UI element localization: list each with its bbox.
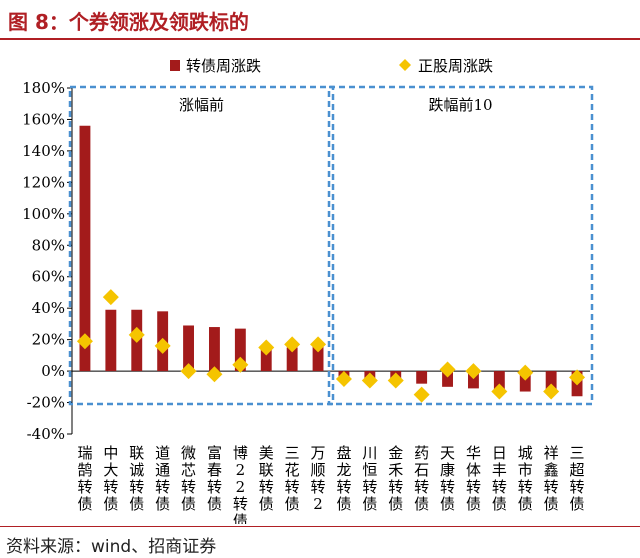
- legend-bar-swatch: [170, 60, 180, 71]
- x-tick-label: 盘龙转债: [336, 444, 351, 513]
- diamond-point: [154, 337, 171, 354]
- x-tick-label: 富春转债: [207, 444, 222, 513]
- group-frame-1: [327, 85, 594, 406]
- bar: [468, 371, 479, 389]
- bar-series: [79, 125, 583, 397]
- x-tick-label: 城市转债: [518, 444, 533, 513]
- x-tick-label: 三超转债: [570, 444, 585, 513]
- source-rule: [0, 526, 640, 527]
- bar: [183, 325, 194, 372]
- y-tick-label: 100%: [22, 205, 65, 223]
- legend-diamond-swatch: [399, 59, 411, 71]
- x-tick-label: 日丰转债: [492, 444, 507, 513]
- bar-chart: -40% -20% 0% 20% 40% 60% 80% 100% 120% 140% 160% 18…: [22, 57, 594, 524]
- y-tick-label: 160%: [22, 110, 65, 128]
- legend: 转债周涨跌 正股周涨跌: [170, 57, 493, 75]
- diamond-point: [232, 356, 249, 373]
- bar: [286, 347, 298, 372]
- diamond-series: [76, 289, 586, 403]
- x-tick-label: 天康转债: [440, 444, 455, 513]
- x-tick-label: 药石转债: [414, 444, 429, 513]
- y-tick-label: 180%: [22, 79, 65, 97]
- bar: [545, 371, 557, 390]
- x-tick-label: 美联转债: [259, 444, 274, 513]
- y-tick-label: 20%: [32, 331, 65, 349]
- group-label-0: 涨幅前: [179, 96, 224, 114]
- title-rule: [0, 38, 640, 40]
- diamond-point: [413, 386, 430, 403]
- y-tick-label: 80%: [32, 236, 65, 254]
- diamond-point: [569, 369, 586, 386]
- diamond-point: [102, 289, 119, 306]
- diamond-point: [491, 383, 508, 400]
- source-note: 资料来源：wind、招商证券: [6, 537, 217, 557]
- group-frame-0: [68, 85, 335, 406]
- diamond-point: [517, 364, 534, 381]
- group-frames: 涨幅前 跌幅前10: [68, 85, 594, 406]
- diamond-point: [258, 339, 275, 356]
- legend-label-bar: 转债周涨跌: [186, 57, 261, 75]
- bar: [105, 309, 117, 372]
- bar: [416, 371, 428, 384]
- diamond-point: [387, 372, 404, 389]
- x-tick-label: 博 2 2 转债: [233, 444, 248, 524]
- diamond-point: [335, 370, 352, 387]
- x-tick-label: 金禾转债: [388, 444, 403, 513]
- diamond-point: [439, 361, 456, 378]
- diamond-point: [543, 383, 560, 400]
- y-tick-label: 40%: [32, 299, 65, 317]
- x-tick-label: 祥鑫转债: [544, 444, 559, 513]
- x-tick-label: 万顺转 2: [311, 444, 326, 513]
- axes: -40% -20% 0% 20% 40% 60% 80% 100% 120% 140% 160% 18…: [22, 79, 590, 443]
- bar: [260, 345, 272, 372]
- diamond-point: [180, 363, 197, 380]
- bar: [442, 371, 453, 387]
- diamond-point: [128, 326, 145, 343]
- diamond-point: [284, 336, 301, 353]
- bar: [493, 371, 505, 392]
- diamond-point: [206, 366, 223, 383]
- y-tick-label: 0%: [41, 362, 65, 380]
- x-tick-label: 联诚转债: [129, 444, 144, 513]
- bar: [234, 328, 246, 372]
- x-tick-label: 微芯转债: [181, 444, 196, 513]
- y-tick-label: 140%: [22, 142, 65, 160]
- bar: [519, 371, 531, 392]
- y-tick-label: 120%: [22, 173, 65, 191]
- x-tick-label: 华体转债: [466, 444, 481, 513]
- y-tick-label: 60%: [32, 268, 65, 286]
- diamond-point: [361, 372, 378, 389]
- figure-title: 图 8：个券领涨及领跌标的: [8, 10, 249, 34]
- y-tick-label: -20%: [27, 394, 65, 412]
- x-tick-label: 道通转债: [155, 444, 170, 513]
- group-label-1: 跌幅前10: [428, 96, 492, 114]
- bar: [209, 327, 220, 372]
- legend-label-diamond: 正股周涨跌: [418, 57, 493, 75]
- x-tick-label: 中大转债: [103, 444, 118, 513]
- x-tick-label: 三花转债: [285, 444, 300, 513]
- x-tick-label: 川恒转债: [362, 444, 377, 513]
- diamond-point: [76, 333, 93, 350]
- y-tick-label: -40%: [27, 425, 65, 443]
- x-tick-label: 瑞鹄转债: [77, 444, 92, 513]
- diamond-point: [310, 336, 327, 353]
- diamond-point: [465, 363, 482, 380]
- bar: [312, 344, 324, 372]
- bar: [79, 125, 91, 372]
